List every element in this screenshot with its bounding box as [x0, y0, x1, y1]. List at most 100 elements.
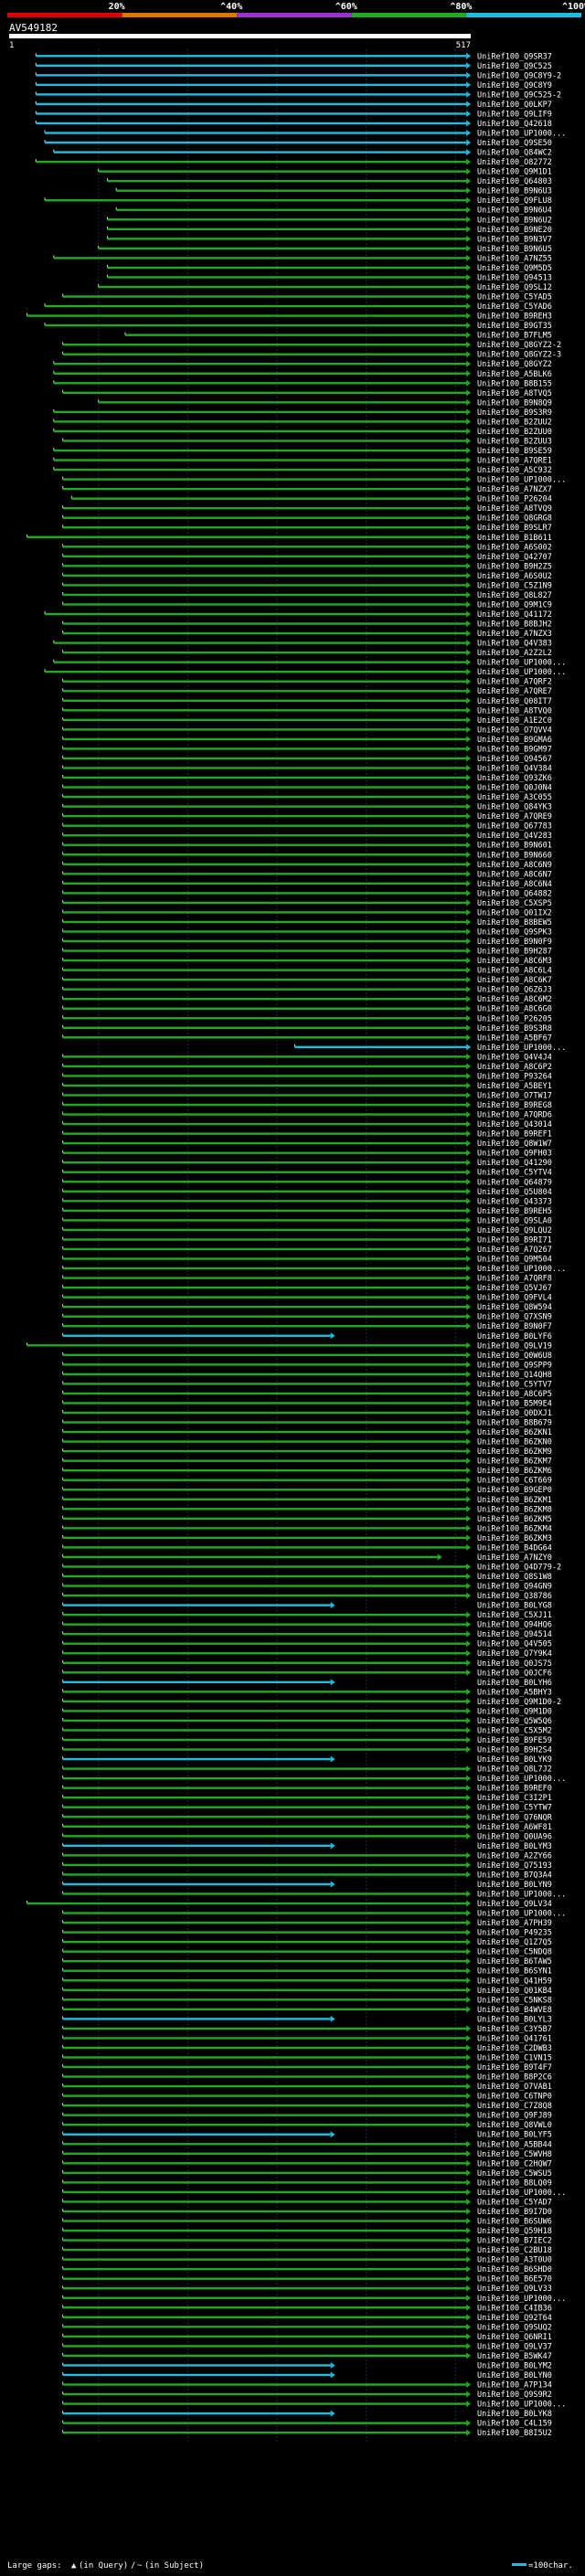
hit-label[interactable]: UniRef100_Q9C525	[477, 62, 552, 71]
hit-row[interactable]: UniRef100_Q93ZK6	[62, 774, 552, 783]
hit-label[interactable]: UniRef100_Q9SPP9	[477, 1361, 552, 1370]
hit-label[interactable]: UniRef100_Q84WC2	[477, 149, 552, 158]
hit-label[interactable]: UniRef100_B0LYG8	[477, 1602, 552, 1611]
hit-label[interactable]: UniRef100_Q4V384	[477, 764, 552, 773]
hit-row[interactable]: UniRef100_C5XJ11	[62, 1611, 552, 1620]
hit-label[interactable]: UniRef100_B6ZKM9	[477, 1447, 552, 1457]
hit-label[interactable]: UniRef100_Q8GYZ2	[477, 360, 552, 369]
hit-label[interactable]: UniRef100_B6ZKM4	[477, 1524, 552, 1533]
hit-row[interactable]: UniRef100_Q4D779-2	[62, 1563, 562, 1572]
hit-row[interactable]: UniRef100_C2BU18	[62, 2246, 552, 2255]
hit-row[interactable]: UniRef100_B9GM97	[62, 745, 552, 754]
hit-label[interactable]: UniRef100_B0LYM2	[477, 2361, 552, 2370]
hit-label[interactable]: UniRef100_P26205	[477, 1014, 552, 1023]
hit-label[interactable]: UniRef100_B0LYN0	[477, 2371, 552, 2380]
hit-row[interactable]: UniRef100_B2ZUU2	[53, 418, 552, 427]
hit-label[interactable]: UniRef100_A1E2C0	[477, 716, 552, 726]
hit-label[interactable]: UniRef100_B9N6U5	[477, 245, 552, 254]
hit-label[interactable]: UniRef100_Q9S9R2	[477, 2390, 552, 2400]
hit-row[interactable]: UniRef100_UP1000...	[53, 659, 566, 668]
hit-row[interactable]: UniRef100_B9GEP0	[62, 1486, 552, 1495]
hit-label[interactable]: UniRef100_C5WVH8	[477, 2150, 552, 2159]
hit-row[interactable]: UniRef100_Q41290	[62, 1159, 552, 1168]
hit-label[interactable]: UniRef100_Q0W6U8	[477, 1352, 552, 1361]
hit-row[interactable]: UniRef100_B2ZUU0	[53, 428, 552, 437]
hit-row[interactable]: UniRef100_B6ZKN0	[62, 1438, 552, 1447]
hit-row[interactable]: UniRef100_B7FLM5	[124, 332, 552, 341]
hit-label[interactable]: UniRef100_B0LYM3	[477, 1842, 552, 1851]
hit-row[interactable]: UniRef100_UP1000...	[62, 1265, 567, 1274]
hit-label[interactable]: UniRef100_C5NDQ8	[477, 1948, 552, 1957]
hit-row[interactable]: UniRef100_Q64879	[62, 1178, 552, 1187]
hit-row[interactable]: UniRef100_A7QRF8	[62, 1275, 552, 1284]
hit-row[interactable]: UniRef100_A5BEY1	[62, 1082, 552, 1091]
hit-row[interactable]: UniRef100_B9N6U3	[115, 187, 552, 196]
hit-label[interactable]: UniRef100_C5YAD5	[477, 293, 552, 302]
hit-label[interactable]: UniRef100_B9NE20	[477, 226, 552, 235]
hit-label[interactable]: UniRef100_A8C6P2	[477, 1063, 552, 1072]
hit-row[interactable]: UniRef100_Q59H18	[62, 2227, 552, 2236]
hit-row[interactable]: UniRef100_Q4V383	[53, 640, 552, 649]
hit-row[interactable]: UniRef100_Q9FLU8	[44, 196, 552, 206]
hit-label[interactable]: UniRef100_A8C6M2	[477, 995, 552, 1004]
hit-row[interactable]: UniRef100_Q8VWL0	[62, 2121, 552, 2130]
hit-label[interactable]: UniRef100_UP1000...	[477, 2189, 566, 2198]
hit-label[interactable]: UniRef100_Q38786	[477, 1592, 552, 1601]
hit-label[interactable]: UniRef100_Q9SUQ2	[477, 2323, 552, 2332]
hit-label[interactable]: UniRef100_B9SE59	[477, 447, 552, 456]
hit-label[interactable]: UniRef100_Q9C8Y9-2	[477, 71, 561, 80]
hit-label[interactable]: UniRef100_B2ZUU0	[477, 428, 552, 437]
hit-row[interactable]: UniRef100_B9SLR7	[62, 524, 552, 533]
hit-row[interactable]: UniRef100_Q9M1D1	[98, 168, 552, 177]
hit-row[interactable]: UniRef100_A7NZX3	[62, 630, 552, 639]
hit-label[interactable]: UniRef100_B9H2Z5	[477, 562, 552, 571]
hit-label[interactable]: UniRef100_UP1000...	[477, 130, 566, 139]
hit-row[interactable]: UniRef100_A5C932	[53, 466, 552, 475]
hit-row[interactable]: UniRef100_C5NKS8	[62, 1996, 552, 2005]
hit-label[interactable]: UniRef100_Q92T64	[477, 2314, 552, 2323]
hit-row[interactable]: UniRef100_Q4V384	[62, 764, 552, 773]
hit-row[interactable]: UniRef100_Q84WC2	[53, 149, 552, 158]
hit-label[interactable]: UniRef100_Q9LV34	[477, 1900, 552, 1909]
hit-row[interactable]: UniRef100_B7Q3A4	[62, 1871, 552, 1880]
hit-label[interactable]: UniRef100_Q94514	[477, 1630, 552, 1639]
hit-row[interactable]: UniRef100_B9REH5	[62, 1207, 552, 1216]
hit-row[interactable]: UniRef100_B6ZKM7	[62, 1458, 552, 1467]
hit-label[interactable]: UniRef100_Q9FVL4	[477, 1294, 552, 1303]
hit-label[interactable]: UniRef100_B6ZKM1	[477, 1496, 552, 1505]
hit-label[interactable]: UniRef100_C5YTW7	[477, 1804, 552, 1813]
hit-row[interactable]: UniRef100_Q94513	[106, 273, 552, 282]
hit-row[interactable]: UniRef100_UP1000...	[62, 1890, 567, 1899]
hit-row[interactable]: UniRef100_Q43014	[62, 1120, 552, 1129]
hit-label[interactable]: UniRef100_Q7XSN9	[477, 1313, 552, 1322]
hit-label[interactable]: UniRef100_C2HQW7	[477, 2159, 552, 2168]
hit-row[interactable]: UniRef100_B0LYN0	[62, 2371, 552, 2380]
hit-label[interactable]: UniRef100_Q4V4J4	[477, 1053, 552, 1062]
hit-row[interactable]: UniRef100_A7PH39	[62, 1919, 552, 1928]
hit-label[interactable]: UniRef100_A8C6M3	[477, 957, 552, 966]
hit-label[interactable]: UniRef100_A6S002	[477, 543, 552, 552]
hit-label[interactable]: UniRef100_Q0UA96	[477, 1832, 552, 1841]
hit-row[interactable]: UniRef100_Q9C8Y9-2	[35, 71, 561, 80]
hit-label[interactable]: UniRef100_C5YTV4	[477, 1169, 552, 1178]
hit-label[interactable]: UniRef100_B9REF0	[477, 1785, 552, 1794]
hit-label[interactable]: UniRef100_O7QVV4	[477, 726, 552, 735]
hit-row[interactable]: UniRef100_Q9M1D0	[62, 1707, 552, 1716]
hit-row[interactable]: UniRef100_B0LYF6	[62, 1332, 552, 1341]
hit-row[interactable]: UniRef100_A7NZ55	[53, 254, 552, 263]
hit-row[interactable]: UniRef100_C5Z1N9	[62, 581, 552, 590]
hit-label[interactable]: UniRef100_B9N601	[477, 842, 552, 851]
hit-label[interactable]: UniRef100_Q94513	[477, 273, 552, 282]
hit-row[interactable]: UniRef100_Q8W1W7	[62, 1140, 552, 1149]
hit-row[interactable]: UniRef100_B9N6U5	[98, 245, 552, 254]
hit-label[interactable]: UniRef100_Q8W594	[477, 1303, 552, 1312]
hit-label[interactable]: UniRef100_B9H287	[477, 948, 552, 957]
hit-row[interactable]: UniRef100_Q9SPP9	[62, 1361, 552, 1370]
hit-label[interactable]: UniRef100_Q9FH03	[477, 1150, 552, 1159]
hit-row[interactable]: UniRef100_B6ZKM9	[62, 1447, 552, 1457]
hit-row[interactable]: UniRef100_Q9LV37	[62, 2342, 552, 2351]
hit-row[interactable]: UniRef100_O7VAB1	[62, 2083, 552, 2092]
hit-row[interactable]: UniRef100_B6SUW6	[62, 2218, 552, 2227]
hit-row[interactable]: UniRef100_C1VN15	[62, 2054, 552, 2063]
hit-row[interactable]: UniRef100_B7IEC2	[62, 2237, 552, 2246]
